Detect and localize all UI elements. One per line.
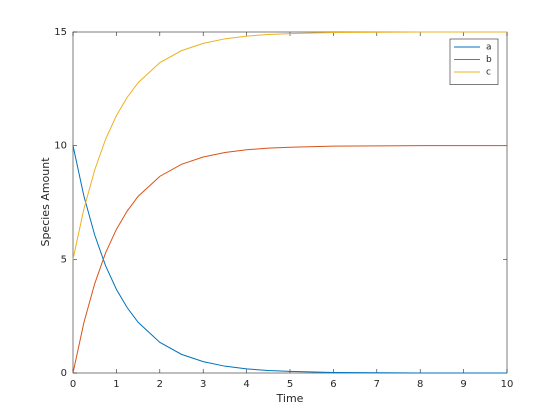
plot-area [72,31,508,374]
x-tick-label: 7 [374,379,380,390]
series-line [72,145,507,374]
legend-label: a [486,43,492,53]
x-tick-label: 9 [460,379,466,390]
x-tick-label: 2 [157,379,163,390]
x-tick-label: 1 [113,379,119,390]
y-tick-label: 5 [61,254,67,265]
y-axis-label: Species Amount [39,157,52,247]
legend-label: c [486,68,491,78]
x-tick-label: 5 [287,379,293,390]
series-line [72,145,507,374]
y-tick-label: 10 [54,141,67,152]
y-tick-label: 0 [61,368,67,379]
y-tick-label: 15 [54,27,67,38]
x-tick-label: 3 [200,379,206,390]
x-tick-label: 6 [330,379,336,390]
x-tick-label: 10 [501,379,514,390]
x-tick-label: 0 [70,379,76,390]
series-line [72,31,507,260]
x-tick-label: 4 [243,379,249,390]
x-tick-label: 8 [417,379,423,390]
x-axis-label: Time [276,392,304,405]
legend-label: b [486,55,492,65]
